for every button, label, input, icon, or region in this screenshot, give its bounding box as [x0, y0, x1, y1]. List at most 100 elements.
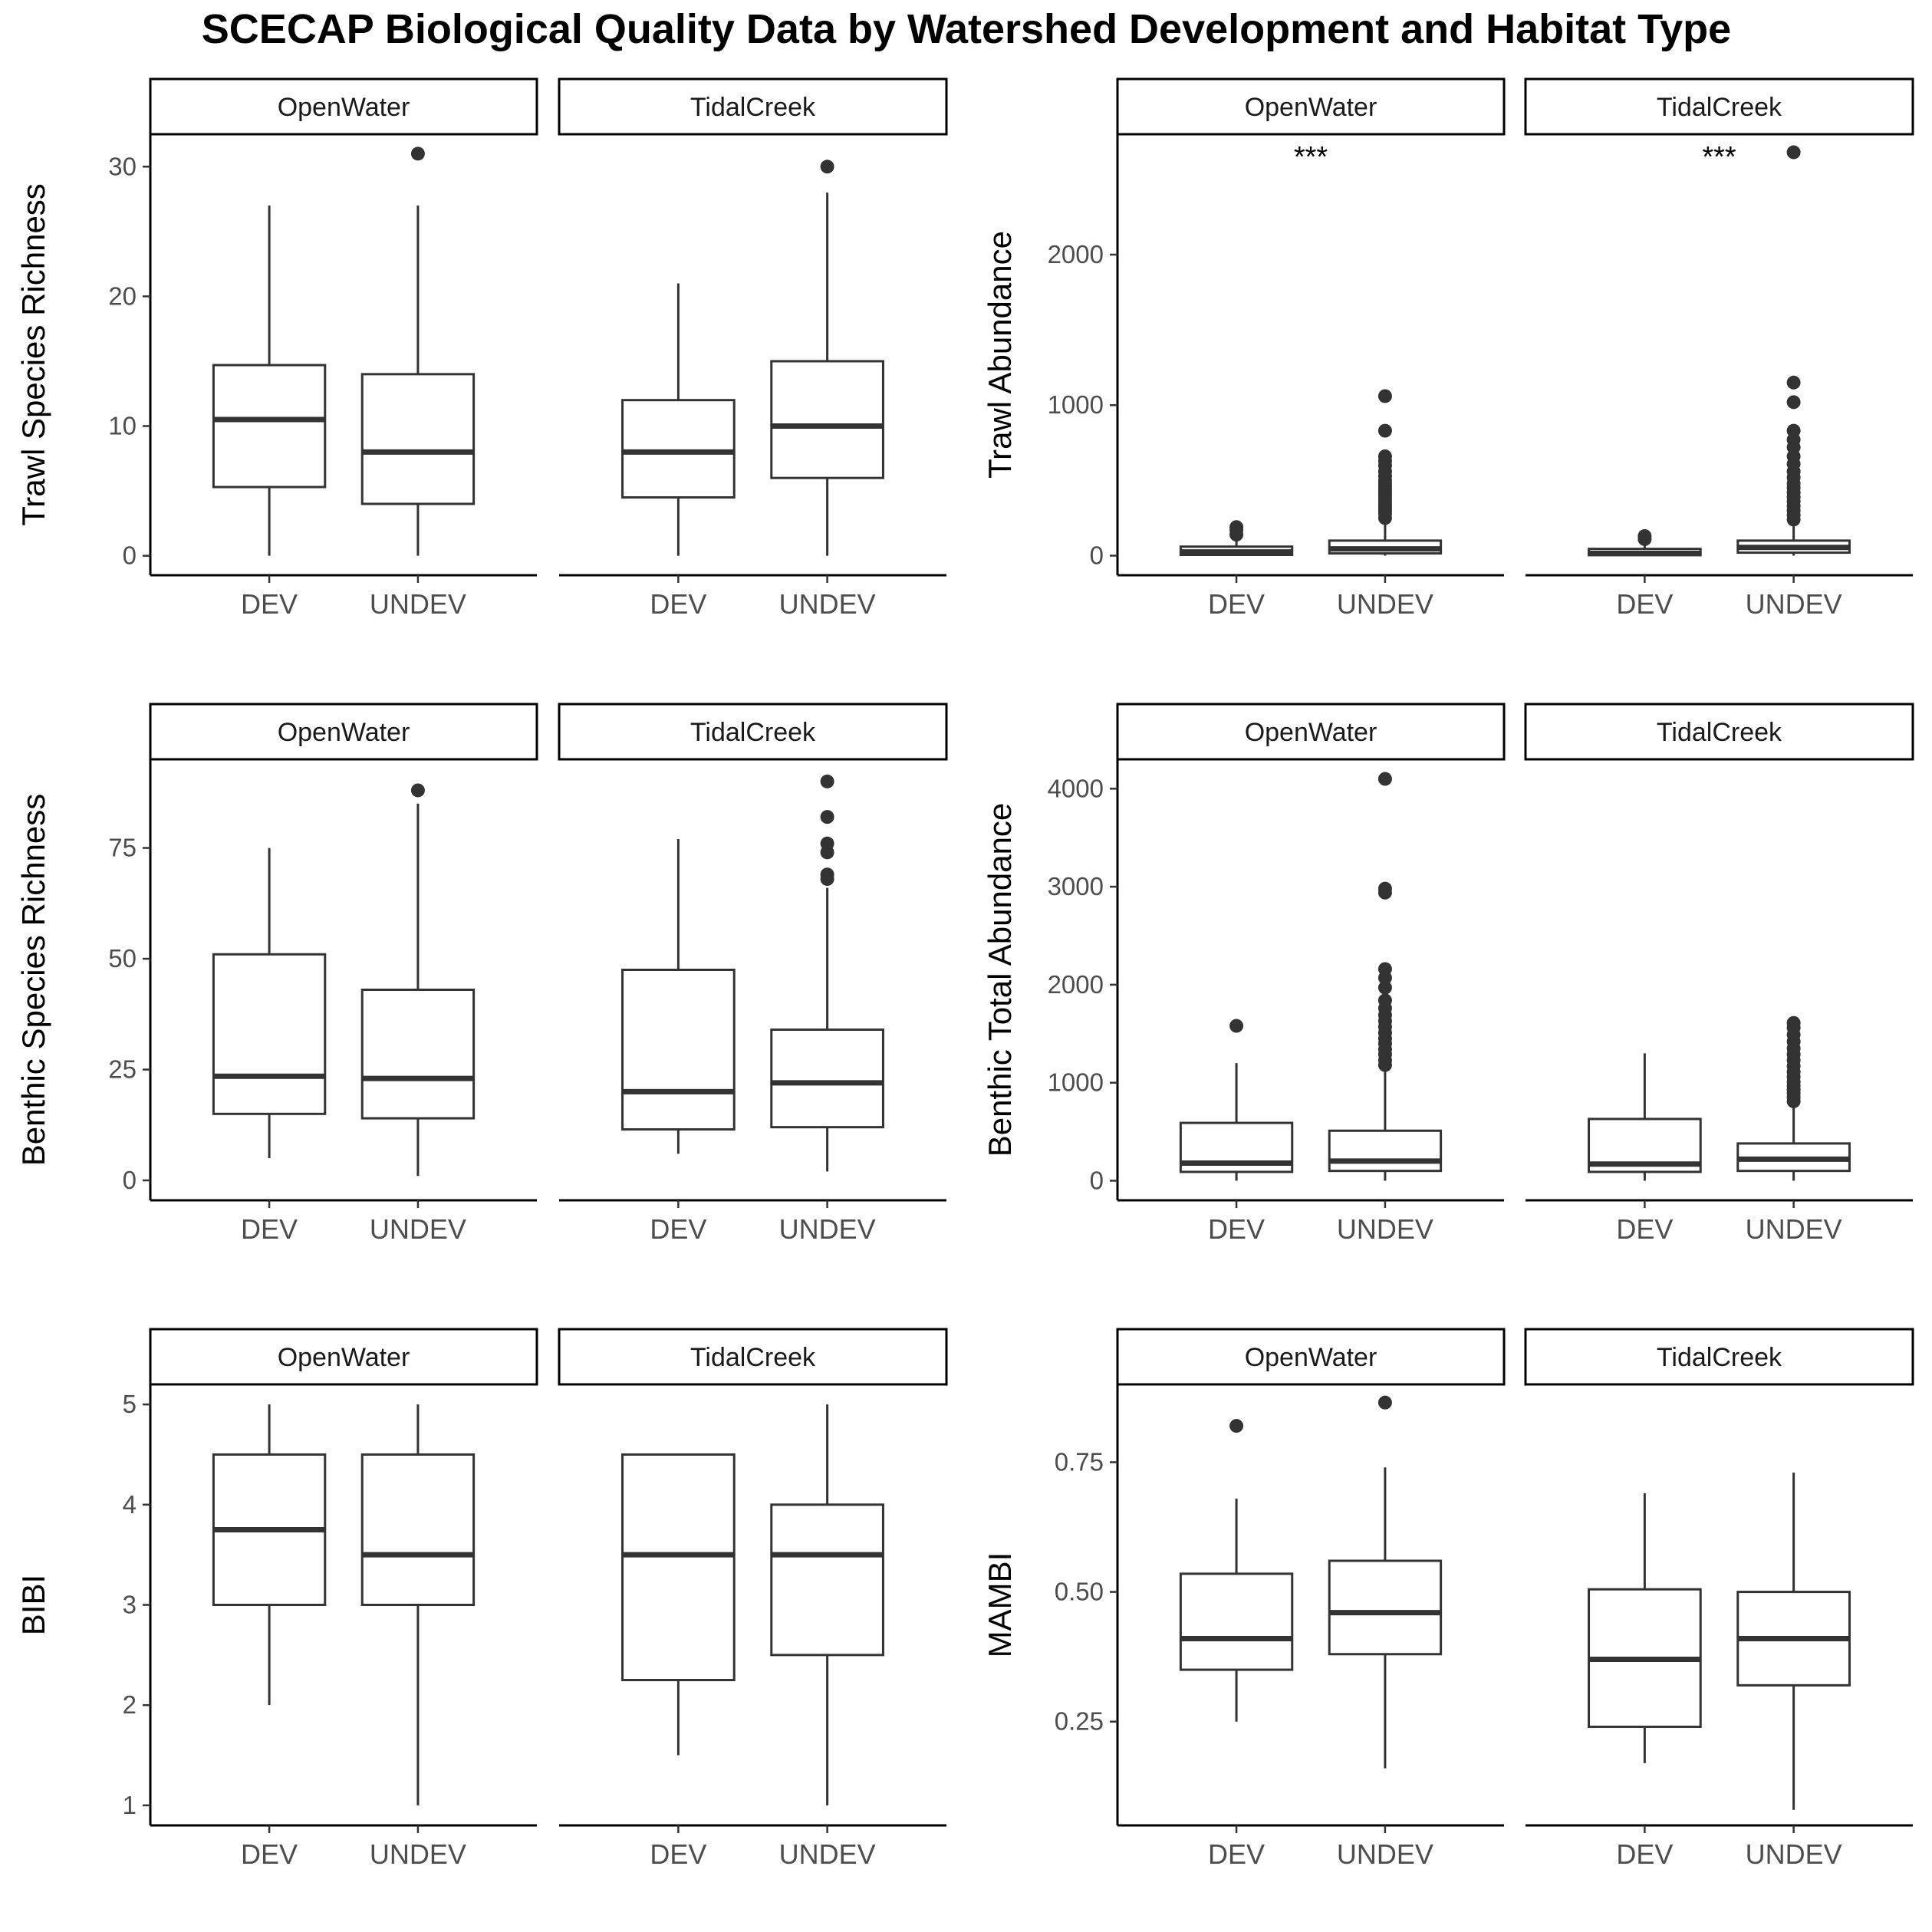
y-axis-label: MAMBI	[982, 1552, 1018, 1658]
panel-grid: Trawl Species Richness0102030OpenWaterDE…	[15, 77, 1914, 1870]
box-dev: DEV	[621, 839, 736, 1245]
box-iqr	[212, 953, 327, 1115]
y-tick-label: 4	[123, 1490, 137, 1519]
box-dev: DEV	[1179, 520, 1294, 620]
box-dev: DEV	[1588, 1053, 1702, 1245]
box-iqr	[212, 364, 327, 489]
x-tick-label: DEV	[241, 588, 298, 620]
box-iqr	[770, 1503, 884, 1657]
x-tick-label: UNDEV	[779, 1213, 876, 1245]
outlier-point	[1377, 772, 1392, 786]
box-dev: DEV	[212, 1404, 327, 1870]
panel-3: Benthic Species Richness 0 25 50 75 OpenWater…	[15, 703, 948, 1245]
box-iqr	[770, 360, 884, 479]
y-tick-label: 0	[1090, 541, 1104, 569]
outlier-point	[1377, 1395, 1392, 1410]
x-tick-label: UNDEV	[1337, 588, 1433, 620]
box-undev: UNDEV	[1328, 772, 1443, 1245]
box-undev: UNDEV	[1328, 1395, 1443, 1870]
facet-strip	[1116, 703, 1506, 761]
facet-strip	[149, 703, 538, 761]
box-iqr	[621, 968, 736, 1131]
outlier-point	[820, 810, 834, 824]
facet-openwater: OpenWater DEV UNDEV	[149, 77, 538, 620]
facet-openwater: OpenWater DEV UNDEV	[149, 703, 538, 1245]
facet-tidalcreek: TidalCreek DEV UNDEV	[1524, 1328, 1914, 1870]
box-undev: UNDEV	[1736, 145, 1851, 620]
y-tick-label: 0	[1090, 1166, 1104, 1194]
y-tick-label: 0.75	[1055, 1447, 1104, 1476]
y-tick-label: 10	[108, 412, 137, 440]
box-iqr	[621, 399, 736, 499]
x-tick-label: UNDEV	[1746, 588, 1842, 620]
x-tick-label: DEV	[1208, 1213, 1265, 1245]
x-tick-label: UNDEV	[779, 588, 876, 620]
panel-1: Trawl Species Richness 0 10 20 30 OpenWater DE…	[15, 77, 948, 620]
outlier-point	[1786, 423, 1801, 438]
outlier-point	[1637, 528, 1652, 543]
x-tick-label: UNDEV	[1746, 1213, 1842, 1245]
y-tick-label: 75	[108, 834, 137, 862]
y-tick-label: 20	[108, 281, 137, 310]
facet-strip-label: TidalCreek	[1657, 1343, 1782, 1372]
y-axis-label: Trawl Species Richness	[15, 183, 51, 526]
facet-strip-label: TidalCreek	[690, 1343, 816, 1372]
y-tick-label: 30	[108, 152, 137, 180]
box-dev: DEV	[212, 206, 327, 620]
facet-strip	[1116, 77, 1506, 136]
box-iqr	[360, 1453, 476, 1607]
y-tick-label: 5	[123, 1390, 137, 1418]
facet-strip-label: OpenWater	[278, 93, 410, 122]
box-dev: DEV	[621, 1453, 736, 1870]
outlier-point	[1229, 520, 1244, 535]
x-tick-label: UNDEV	[1337, 1838, 1433, 1870]
y-axis-label: Benthic Species Richness	[15, 794, 51, 1167]
outlier-point	[1229, 1419, 1244, 1433]
outlier-point	[1786, 375, 1801, 390]
facet-strip	[558, 77, 948, 136]
outlier-point	[1786, 145, 1801, 160]
box-undev: UNDEV	[770, 1404, 884, 1870]
box-dev: DEV	[212, 848, 327, 1245]
facet-strip-label: TidalCreek	[690, 93, 816, 122]
y-axis-label: BIBI	[15, 1575, 51, 1635]
box-undev: UNDEV	[360, 1404, 476, 1870]
significance-annotation: ***	[1294, 141, 1328, 173]
box-undev: UNDEV	[770, 160, 884, 620]
facet-tidalcreek: TidalCreek DEV UNDEV	[558, 1328, 948, 1870]
significance-annotation: ***	[1702, 141, 1736, 173]
y-tick-label: 4000	[1048, 774, 1104, 802]
box-undev: UNDEV	[360, 146, 476, 620]
outlier-point	[1786, 395, 1801, 410]
box-iqr	[1328, 1129, 1443, 1173]
facet-openwater: OpenWater DEV UNDEV	[1116, 1328, 1506, 1870]
x-tick-label: DEV	[241, 1838, 298, 1870]
x-tick-label: UNDEV	[1337, 1213, 1433, 1245]
facet-tidalcreek: TidalCreek *** DEV UNDEV	[1524, 77, 1914, 620]
y-tick-label: 2000	[1048, 970, 1104, 999]
outlier-point	[1786, 1015, 1801, 1030]
x-tick-label: DEV	[1208, 1838, 1265, 1870]
outlier-point	[410, 146, 425, 161]
x-tick-label: DEV	[650, 1838, 706, 1870]
box-iqr	[621, 1453, 736, 1682]
facet-strip	[1524, 703, 1914, 761]
x-tick-label: UNDEV	[370, 588, 466, 620]
y-axis-label: Trawl Abundance	[982, 231, 1018, 479]
facet-strip	[149, 1328, 538, 1386]
box-dev: DEV	[1179, 1019, 1294, 1245]
box-dev: DEV	[1588, 1493, 1702, 1870]
box-undev: UNDEV	[770, 774, 884, 1245]
y-tick-label: 3000	[1048, 872, 1104, 900]
facet-strip	[558, 703, 948, 761]
x-tick-label: UNDEV	[779, 1838, 876, 1870]
y-tick-label: 1000	[1048, 1068, 1104, 1097]
outlier-point	[1377, 423, 1392, 438]
facet-strip-label: OpenWater	[1245, 93, 1377, 122]
box-iqr	[770, 1029, 884, 1129]
facet-tidalcreek: TidalCreek DEV UNDEV	[1524, 703, 1914, 1245]
x-tick-label: UNDEV	[370, 1838, 466, 1870]
x-tick-label: UNDEV	[1746, 1838, 1842, 1870]
facet-openwater: OpenWater *** DEV UNDEV	[1116, 77, 1506, 620]
y-tick-label: 2	[123, 1690, 137, 1719]
